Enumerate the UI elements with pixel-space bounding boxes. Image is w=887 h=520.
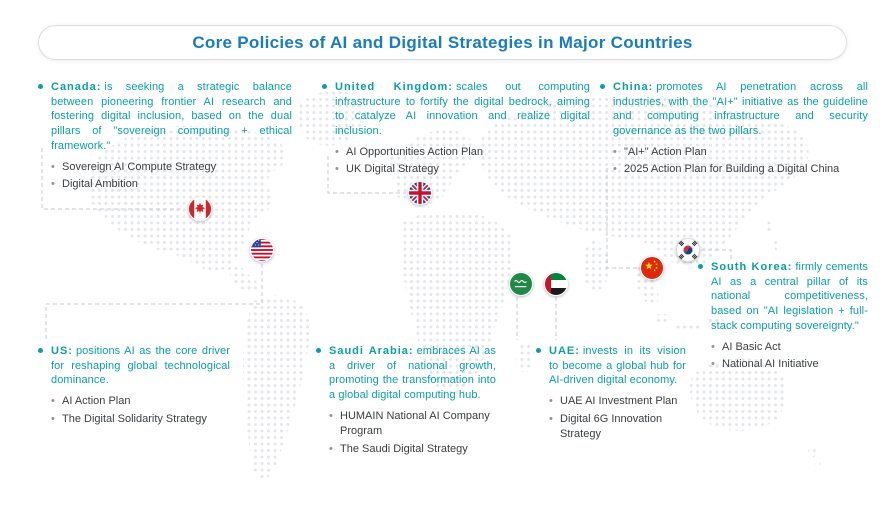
island-new-zealand-2: [815, 461, 821, 471]
saudi-arabia-flag-icon: [509, 272, 533, 296]
policy-item: AI Opportunities Action Plan: [335, 145, 590, 161]
island-madagascar: [516, 342, 535, 373]
country-description-text: firmly cements AI as a central pillar of…: [711, 261, 868, 332]
china-flag-icon: [640, 256, 664, 280]
teal-marker-dot: [38, 348, 43, 353]
island-japan-2: [774, 239, 780, 251]
country-description: Canada: is seeking a strategic balance be…: [51, 80, 292, 154]
connector-china: [606, 168, 637, 269]
continent-south-america: [243, 295, 311, 480]
country-name: Saudi Arabia:: [329, 345, 414, 357]
country-block-south-korea: South Korea: firmly cements AI as a centr…: [698, 260, 868, 374]
country-name: US:: [51, 345, 73, 357]
canada-flag-icon: [188, 197, 212, 221]
connector-canada: [41, 148, 184, 210]
connector-uk: [327, 156, 406, 194]
teal-marker-dot: [536, 348, 541, 353]
teal-marker-dot: [698, 264, 703, 269]
country-description-text: positions AI as the core driver for resh…: [51, 345, 230, 387]
continent-africa: [400, 211, 514, 400]
country-block-china: China: promotes AI penetration across all…: [600, 80, 868, 180]
country-block-saudi-arabia: Saudi Arabia: embraces AI as a driver of …: [316, 344, 496, 459]
island-indonesia-1: [652, 314, 672, 322]
policy-list: AI Opportunities Action Plan UK Digital …: [335, 145, 590, 178]
country-description-text: invests in its vision to become a global…: [549, 345, 686, 387]
title-banner: Core Policies of AI and Digital Strategi…: [38, 25, 847, 60]
policy-item: Digital 6G Innovation Strategy: [549, 412, 686, 443]
country-block-uae: UAE: invests in its vision to become a gl…: [536, 344, 686, 444]
connector-south-korea: [701, 249, 732, 262]
policy-list: AI Basic Act National AI Initiative: [711, 340, 868, 373]
teal-marker-dot: [600, 84, 605, 89]
policy-list: "AI+" Action Plan 2025 Action Plan for B…: [613, 145, 868, 178]
island-new-zealand-1: [808, 446, 816, 458]
country-name: United Kingdom:: [335, 81, 453, 93]
policy-item: Digital Ambition: [51, 177, 292, 193]
uk-flag-icon: [408, 181, 432, 205]
country-description: South Korea: firmly cements AI as a centr…: [711, 260, 868, 334]
country-name: Canada:: [51, 81, 102, 93]
uae-flag-icon: [544, 272, 568, 296]
policy-item: The Saudi Digital Strategy: [329, 442, 496, 458]
country-description: United Kingdom: scales out computing infr…: [335, 80, 590, 139]
teal-marker-dot: [316, 348, 321, 353]
policy-list: UAE AI Investment Plan Digital 6G Innova…: [549, 394, 686, 442]
country-description: US: positions AI as the core driver for r…: [51, 344, 230, 388]
policy-item: Sovereign AI Compute Strategy: [51, 160, 292, 176]
island-japan-1: [766, 219, 774, 233]
country-block-canada: Canada: is seeking a strategic balance be…: [38, 80, 292, 194]
country-block-uk: United Kingdom: scales out computing infr…: [322, 80, 590, 180]
teal-marker-dot: [322, 84, 327, 89]
country-name: China:: [613, 81, 654, 93]
policy-item: National AI Initiative: [711, 357, 868, 373]
policy-item: UK Digital Strategy: [335, 162, 590, 178]
teal-marker-dot: [38, 84, 43, 89]
island-indonesia-3: [708, 317, 724, 323]
continent-central-america: [228, 262, 260, 294]
policy-item: "AI+" Action Plan: [613, 145, 868, 161]
policy-list: HUMAIN National AI Company Program The S…: [329, 409, 496, 458]
country-name: South Korea:: [711, 261, 793, 273]
country-description: Saudi Arabia: embraces AI as a driver of …: [329, 344, 496, 403]
country-block-us: US: positions AI as the core driver for r…: [38, 344, 230, 429]
country-description: China: promotes AI penetration across all…: [613, 80, 868, 139]
country-description-text: promotes AI penetration across all indus…: [613, 81, 868, 138]
policy-item: 2025 Action Plan for Building a Digital …: [613, 162, 868, 178]
region-india: [581, 238, 610, 292]
continent-asia: [477, 96, 809, 268]
country-description-text: is seeking a strategic balance between p…: [51, 81, 292, 152]
policy-item: HUMAIN National AI Company Program: [329, 409, 496, 440]
policy-item: UAE AI Investment Plan: [549, 394, 686, 410]
policy-item: AI Basic Act: [711, 340, 868, 356]
policy-item: The Digital Solidarity Strategy: [51, 412, 230, 428]
south-korea-flag-icon: [676, 238, 700, 262]
connector-lines: [41, 148, 732, 342]
policy-list: Sovereign AI Compute Strategy Digital Am…: [51, 160, 292, 193]
connector-us: [45, 264, 263, 342]
country-description: UAE: invests in its vision to become a gl…: [549, 344, 686, 388]
island-indonesia-2: [676, 323, 700, 331]
continent-greenland: [297, 91, 367, 146]
island-indonesia-4: [728, 327, 746, 333]
continent-australia: [690, 358, 787, 431]
country-description-text: scales out computing infrastructure to f…: [335, 81, 590, 138]
policy-item: AI Action Plan: [51, 394, 230, 410]
policy-list: AI Action Plan The Digital Solidarity St…: [51, 394, 230, 427]
page-title: Core Policies of AI and Digital Strategi…: [192, 32, 693, 52]
country-description-text: embraces AI as a driver of national grow…: [329, 345, 496, 402]
country-name: UAE:: [549, 345, 580, 357]
us-flag-icon: [250, 238, 274, 262]
